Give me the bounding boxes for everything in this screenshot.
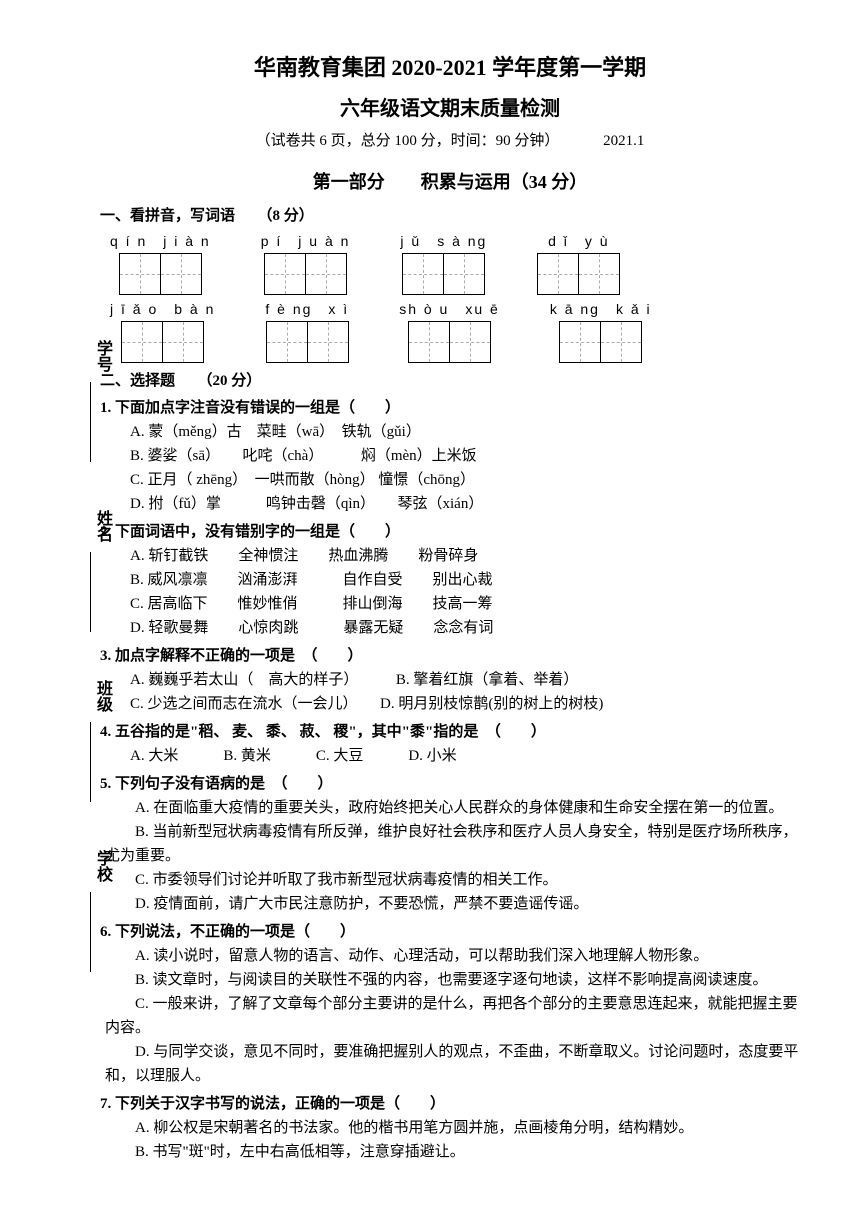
pinyin-group: p í j u à n	[261, 231, 351, 295]
pinyin-group: sh ò u xu ē	[399, 299, 500, 363]
q7-stem: 7. 下列关于汉字书写的说法，正确的一项是（ ）	[100, 1092, 800, 1116]
char-box[interactable]	[264, 253, 347, 295]
info-text: （试卷共 6 页，总分 100 分，时间：90 分钟）	[256, 133, 560, 149]
pinyin-group: f è ng x ì	[265, 299, 349, 363]
char-box[interactable]	[119, 253, 202, 295]
q2-option-c: C. 居高临下 惟妙惟俏 排山倒海 技高一筹	[100, 592, 800, 616]
q5-option-a: A. 在面临重大疫情的重要关头，政府始终把关心人民群众的身体健康和生命安全摆在第…	[100, 796, 800, 820]
char-box[interactable]	[559, 321, 642, 363]
date: 2021.1	[603, 133, 644, 150]
pinyin-text: d ǐ y ù	[548, 231, 609, 251]
sidebar-school: 学校	[90, 850, 114, 972]
pinyin-row-2: j ī ǎ o b à n f è ng x ì sh ò u xu ē k ā…	[100, 299, 800, 363]
paper-info: （试卷共 6 页，总分 100 分，时间：90 分钟） 2021.1	[100, 129, 800, 150]
pinyin-text: q í n j i à n	[110, 231, 211, 251]
q6-option-c: C. 一般来讲，了解了文章每个部分主要讲的是什么，再把各个部分的主要意思连起来，…	[100, 992, 800, 1040]
pinyin-group: d ǐ y ù	[537, 231, 620, 295]
pinyin-text: f è ng x ì	[265, 299, 349, 319]
q5-option-c: C. 市委领导们讨论并听取了我市新型冠状病毒疫情的相关工作。	[100, 868, 800, 892]
q3-option-ab: A. 巍巍乎若太山（ 高大的样子） B. 擎着红旗（拿着、举着）	[100, 668, 800, 692]
sidebar-class: 班级	[90, 680, 114, 802]
char-box[interactable]	[402, 253, 485, 295]
sidebar-name: 姓名	[90, 510, 114, 632]
sub-title: 六年级语文期末质量检测	[100, 92, 800, 121]
pinyin-text: sh ò u xu ē	[399, 299, 500, 319]
q1-stem: 1. 下面加点字注音没有错误的一组是（ ）	[100, 396, 800, 420]
pinyin-text: k ā ng k ǎ i	[550, 299, 652, 319]
q7-option-a: A. 柳公权是宋朝著名的书法家。他的楷书用笔方圆并施，点画棱角分明，结构精妙。	[100, 1116, 800, 1140]
char-box[interactable]	[266, 321, 349, 363]
q5-option-b: B. 当前新型冠状病毒疫情有所反弹，维护良好社会秩序和医疗人员人身安全，特别是医…	[100, 820, 800, 868]
q4-options: A. 大米 B. 黄米 C. 大豆 D. 小米	[100, 744, 800, 768]
char-box[interactable]	[408, 321, 491, 363]
pinyin-group: j ǔ s à ng	[400, 231, 487, 295]
q6-option-a: A. 读小说时，留意人物的语言、动作、心理活动，可以帮助我们深入地理解人物形象。	[100, 944, 800, 968]
q6-stem: 6. 下列说法，不正确的一项是（ ）	[100, 920, 800, 944]
q1-option-c: C. 正月（ zhēng） 一哄而散（hòng） 憧憬（chōng）	[100, 468, 800, 492]
q5-stem: 5. 下列句子没有语病的是 （ ）	[100, 772, 800, 796]
q1-option-d: D. 拊（fǔ）掌 鸣钟击磬（qìn） 琴弦（xián）	[100, 492, 800, 516]
q1-option-b: B. 婆娑（sā） 叱咤（chà） 焖（mèn）上米饭	[100, 444, 800, 468]
q5-option-d: D. 疫情面前，请广大市民注意防护，不要恐慌，严禁不要造谣传谣。	[100, 892, 800, 916]
main-title: 华南教育集团 2020-2021 学年度第一学期	[100, 50, 800, 82]
pinyin-text: p í j u à n	[261, 231, 351, 251]
q6-option-d: D. 与同学交谈，意见不同时，要准确把握别人的观点，不歪曲，不断章取义。讨论问题…	[100, 1040, 800, 1088]
q4-stem: 4. 五谷指的是"稻、 麦、 黍、 菽、 稷"，其中"黍"指的是 （ ）	[100, 720, 800, 744]
q1-option-a: A. 蒙（měng）古 菜畦（wā） 铁轨（gǔi）	[100, 420, 800, 444]
q2-option-d: D. 轻歌曼舞 心惊肉跳 暴露无疑 念念有词	[100, 616, 800, 640]
sidebar-id: 学号	[90, 340, 114, 462]
pinyin-row-1: q í n j i à n p í j u à n j ǔ s à ng d ǐ…	[100, 231, 800, 295]
char-box[interactable]	[537, 253, 620, 295]
q2-option-b: B. 威风凛凛 汹涌澎湃 自作自受 别出心裁	[100, 568, 800, 592]
q6-option-b: B. 读文章时，与阅读目的关联性不强的内容，也需要逐字逐句地读，这样不影响提高阅…	[100, 968, 800, 992]
q7-option-b: B. 书写"斑"时，左中右高低相等，注意穿插避让。	[100, 1140, 800, 1164]
q3-stem: 3. 加点字解释不正确的一项是 （ ）	[100, 644, 800, 668]
pinyin-text: j ǔ s à ng	[400, 231, 487, 251]
char-box[interactable]	[121, 321, 204, 363]
section2-title: 二、选择题 （20 分）	[100, 369, 800, 390]
q2-option-a: A. 斩钉截铁 全神惯注 热血沸腾 粉骨碎身	[100, 544, 800, 568]
part-title: 第一部分 积累与运用（34 分）	[100, 168, 800, 194]
pinyin-group: j ī ǎ o b à n	[110, 299, 215, 363]
q2-stem: 2. 下面词语中，没有错别字的一组是（ ）	[100, 520, 800, 544]
pinyin-group: k ā ng k ǎ i	[550, 299, 652, 363]
pinyin-text: j ī ǎ o b à n	[110, 299, 215, 319]
pinyin-group: q í n j i à n	[110, 231, 211, 295]
q3-option-cd: C. 少选之间而志在流水（一会儿） D. 明月别枝惊鹊(别的树上的树枝)	[100, 692, 800, 716]
section1-title: 一、看拼音，写词语 （8 分）	[100, 204, 800, 225]
